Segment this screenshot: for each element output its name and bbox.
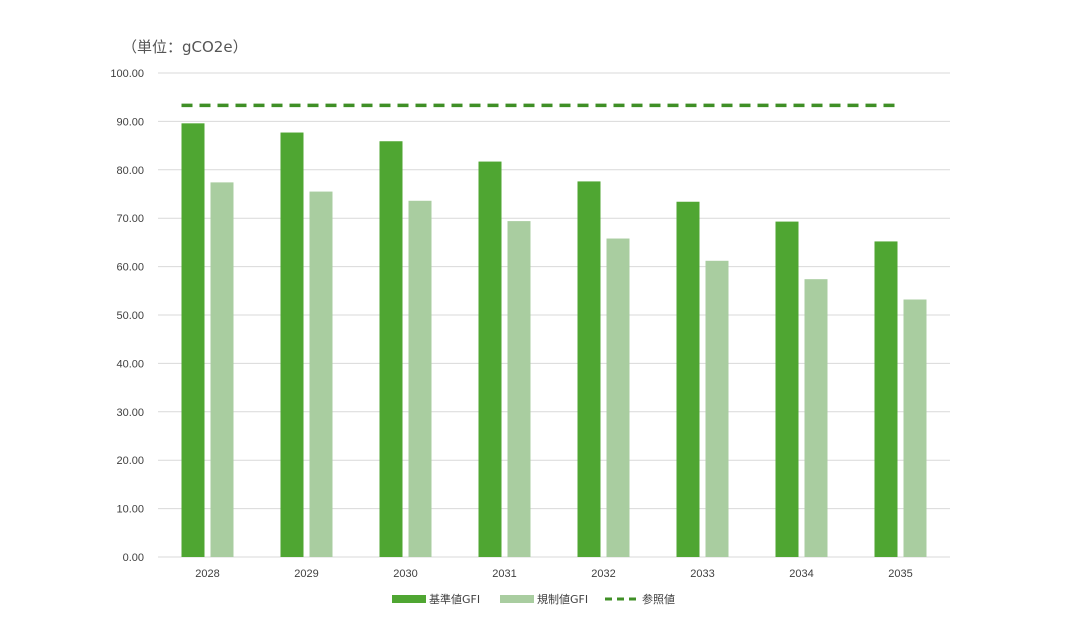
bar-regulated-2030 bbox=[408, 200, 432, 557]
legend-label: 規制値GFI bbox=[537, 592, 588, 606]
y-tick-label: 50.00 bbox=[116, 310, 144, 322]
legend-label: 基準値GFI bbox=[429, 592, 480, 606]
y-tick-label: 30.00 bbox=[116, 407, 144, 419]
bar-regulated-2028 bbox=[210, 182, 234, 557]
y-tick-label: 90.00 bbox=[116, 116, 144, 128]
x-tick-label: 2029 bbox=[294, 568, 318, 580]
bar-base-2035 bbox=[874, 241, 898, 557]
legend-swatch bbox=[500, 595, 534, 603]
bar-base-2028 bbox=[181, 123, 205, 557]
y-axis-ticks: 0.00 10.00 20.00 30.00 40.00 50.00 60.00 70.00 8… bbox=[110, 68, 144, 564]
bar-base-2029 bbox=[280, 132, 304, 558]
x-tick-label: 2035 bbox=[888, 568, 912, 580]
bar-base-2032 bbox=[577, 181, 601, 557]
bars bbox=[181, 123, 927, 558]
y-tick-label: 70.00 bbox=[116, 213, 144, 225]
legend: 基準値GFI 規制値GFI 参照値 bbox=[392, 592, 675, 606]
bar-base-2031 bbox=[478, 161, 502, 557]
bar-regulated-2032 bbox=[606, 238, 630, 557]
y-tick-label: 20.00 bbox=[116, 455, 144, 467]
x-tick-label: 2030 bbox=[393, 568, 417, 580]
y-tick-label: 80.00 bbox=[116, 165, 144, 177]
y-tick-label: 0.00 bbox=[123, 552, 144, 564]
y-tick-label: 40.00 bbox=[116, 358, 144, 370]
x-tick-label: 2031 bbox=[492, 568, 516, 580]
x-tick-label: 2028 bbox=[195, 568, 219, 580]
x-tick-label: 2034 bbox=[789, 568, 813, 580]
unit-label: （単位：gCO2e） bbox=[122, 38, 248, 56]
y-tick-label: 100.00 bbox=[110, 68, 144, 80]
bar-regulated-2033 bbox=[705, 260, 729, 557]
bar-regulated-2034 bbox=[804, 279, 828, 557]
bar-regulated-2035 bbox=[903, 299, 927, 557]
bar-regulated-2031 bbox=[507, 221, 531, 557]
bar-base-2033 bbox=[676, 201, 700, 557]
y-tick-label: 60.00 bbox=[116, 262, 144, 274]
legend-swatch bbox=[392, 595, 426, 603]
x-tick-label: 2032 bbox=[591, 568, 615, 580]
legend-label: 参照値 bbox=[642, 592, 675, 606]
x-axis-ticks: 2028 2029 2030 2031 2032 2033 2034 2035 bbox=[195, 568, 912, 580]
bar-regulated-2029 bbox=[309, 191, 333, 557]
bar-base-2034 bbox=[775, 221, 799, 557]
bar-base-2030 bbox=[379, 141, 403, 557]
y-tick-label: 10.00 bbox=[116, 504, 144, 516]
x-tick-label: 2033 bbox=[690, 568, 714, 580]
gridlines bbox=[158, 72, 950, 558]
